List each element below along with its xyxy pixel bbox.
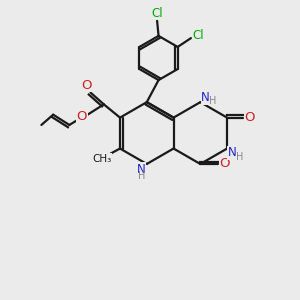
Text: H: H	[138, 171, 145, 182]
Text: O: O	[76, 110, 87, 123]
Text: H: H	[236, 152, 243, 162]
Text: O: O	[81, 79, 92, 92]
Text: O: O	[219, 158, 230, 170]
Text: CH₃: CH₃	[92, 154, 111, 164]
Text: H: H	[209, 96, 216, 106]
Text: O: O	[244, 111, 255, 124]
Text: Cl: Cl	[193, 29, 204, 42]
Text: N: N	[228, 146, 237, 159]
Text: N: N	[137, 163, 146, 176]
Text: Cl: Cl	[151, 7, 163, 20]
Text: N: N	[201, 91, 210, 104]
